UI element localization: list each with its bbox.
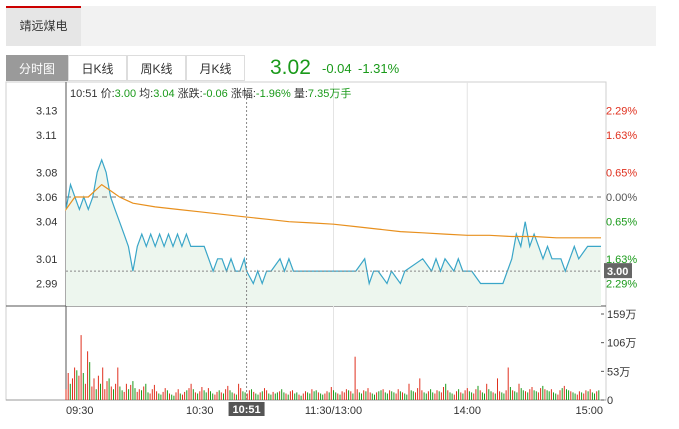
- stock-tab[interactable]: 靖远煤电: [6, 6, 81, 46]
- volume-tick-label: 106万: [607, 338, 636, 350]
- percent-tick-label: 1.63%: [606, 130, 637, 142]
- info-bar: 10:51 价:3.00 均:3.04 涨跌:-0.06 涨幅:-1.96% 量…: [70, 86, 351, 100]
- tab-intraday[interactable]: 分时图: [6, 55, 68, 81]
- tab-daily-k[interactable]: 日K线: [68, 55, 127, 81]
- volume-tick-label: 53万: [607, 366, 630, 378]
- percent-tick-label: 1.63%: [606, 254, 637, 266]
- price-tick-label: 2.99: [36, 278, 57, 290]
- volume-tick-label: 0: [607, 395, 613, 407]
- time-tick-label: 14:00: [453, 405, 481, 417]
- cursor-price-tag-label: 3.00: [607, 266, 628, 278]
- price-change: -0.04: [322, 61, 352, 76]
- percent-tick-label: 0.00%: [606, 192, 637, 204]
- price-tick-label: 3.01: [36, 254, 57, 266]
- percent-tick-label: 2.29%: [606, 278, 637, 290]
- price-area-fill: [66, 159, 601, 306]
- time-tick-label: 10:30: [186, 405, 214, 417]
- cursor-time-tag: [228, 402, 265, 416]
- current-price: 3.02: [270, 56, 311, 79]
- time-tick-label: 11:30/13:00: [305, 405, 362, 417]
- price-line: [65, 158, 601, 286]
- percent-tick-label: 0.65%: [606, 217, 637, 229]
- percent-tick-label: 2.29%: [606, 106, 637, 118]
- percent-tick-label: 0.65%: [606, 167, 637, 179]
- price-tick-label: 3.04: [36, 217, 57, 229]
- cursor-time-tag-label: 10:51: [232, 404, 260, 416]
- price-tick-label: 3.11: [36, 130, 57, 142]
- stock-tab-bar: 靖远煤电: [6, 6, 656, 46]
- average-price-line: [65, 183, 601, 239]
- cursor-price-tag: [604, 263, 632, 279]
- tab-weekly-k[interactable]: 周K线: [127, 55, 186, 81]
- price-tick-label: 3.08: [36, 167, 57, 179]
- tab-monthly-k[interactable]: 月K线: [186, 55, 245, 81]
- time-tick-label: 09:30: [66, 405, 94, 417]
- time-tick-label: 15:00: [575, 405, 603, 417]
- price-tick-label: 3.13: [36, 106, 57, 118]
- price-change-pct: -1.31%: [358, 61, 400, 76]
- volume-tick-label: 159万: [607, 309, 636, 321]
- price-tick-label: 3.06: [36, 192, 57, 204]
